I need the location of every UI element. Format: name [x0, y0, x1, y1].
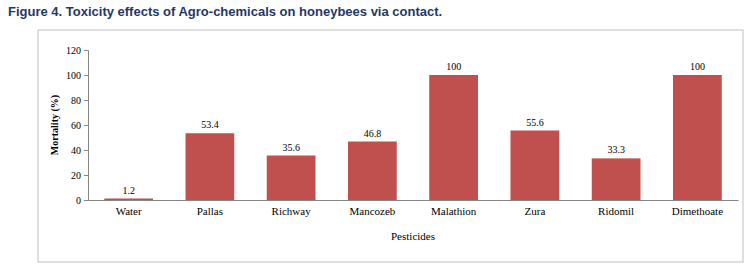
x-tick-label: Water [116, 205, 142, 217]
bar [429, 75, 478, 200]
y-tick: 40 [71, 145, 88, 156]
x-tick: Dimethoate [672, 200, 723, 217]
data-labels: 1.2 53.4 35.6 46.8 100 55.6 33.3 100 [122, 61, 705, 196]
y-tick-label: 40 [71, 145, 81, 156]
data-label: 1.2 [122, 185, 135, 196]
bar [511, 131, 560, 201]
x-axis-title: Pesticides [391, 230, 435, 242]
y-tick-mark [84, 50, 88, 51]
data-label: 100 [690, 61, 705, 72]
x-axis-line [89, 200, 739, 201]
x-tick: Water [116, 200, 142, 217]
y-tick-mark [84, 150, 88, 151]
x-tick: Ridomil [598, 200, 634, 217]
data-label: 53.4 [201, 119, 219, 130]
y-tick-label: 20 [71, 170, 81, 181]
bar [104, 199, 153, 201]
x-tick-label: Ridomil [598, 205, 634, 217]
data-label: 46.8 [364, 128, 382, 139]
y-axis-line [84, 51, 89, 201]
y-tick-mark [84, 175, 88, 176]
bar [186, 133, 235, 200]
y-tick: 100 [66, 70, 88, 81]
y-axis: 0 20 40 60 80 100 120 [66, 45, 89, 206]
x-tick-label: Zura [524, 205, 545, 217]
y-tick-label: 80 [71, 95, 81, 106]
x-tick-label: Mancozeb [349, 205, 395, 217]
x-tick: Pallas [197, 200, 223, 217]
y-tick: 60 [71, 120, 88, 131]
chart: Figure 4. Toxicity effects of Agro-chemi… [0, 0, 756, 266]
bar [348, 142, 397, 201]
x-tick-label: Dimethoate [672, 205, 723, 217]
y-tick-mark [84, 75, 88, 76]
bar [673, 75, 722, 200]
y-tick: 0 [76, 195, 88, 206]
y-axis-title: Mortality (%) [49, 95, 61, 155]
y-tick-label: 60 [71, 120, 81, 131]
y-tick: 80 [71, 95, 88, 106]
data-label: 35.6 [282, 142, 300, 153]
x-tick: Malathion [431, 200, 477, 217]
x-tick: Mancozeb [349, 200, 395, 217]
y-tick: 20 [71, 170, 88, 181]
data-label: 55.6 [526, 117, 544, 128]
y-tick: 120 [66, 45, 88, 56]
data-label: 33.3 [607, 144, 625, 155]
x-tick-label: Pallas [197, 205, 223, 217]
x-tick-label: Malathion [431, 205, 477, 217]
x-tick: Richway [272, 200, 312, 217]
y-tick-mark [84, 200, 88, 201]
x-tick: Zura [524, 200, 545, 217]
y-tick-label: 100 [66, 70, 81, 81]
y-tick-mark [84, 125, 88, 126]
bar [592, 158, 641, 200]
x-axis: Water Pallas Richway Mancozeb Malathion Zura R… [89, 200, 739, 217]
x-tick-label: Richway [272, 205, 312, 217]
bar [267, 156, 316, 201]
bars [104, 75, 722, 200]
data-label: 100 [446, 61, 461, 72]
title: Figure 4. Toxicity effects of Agro-chemi… [8, 4, 442, 19]
y-tick-label: 120 [66, 45, 81, 56]
y-tick-label: 0 [76, 195, 81, 206]
y-tick-mark [84, 100, 88, 101]
chart-frame [38, 30, 743, 262]
